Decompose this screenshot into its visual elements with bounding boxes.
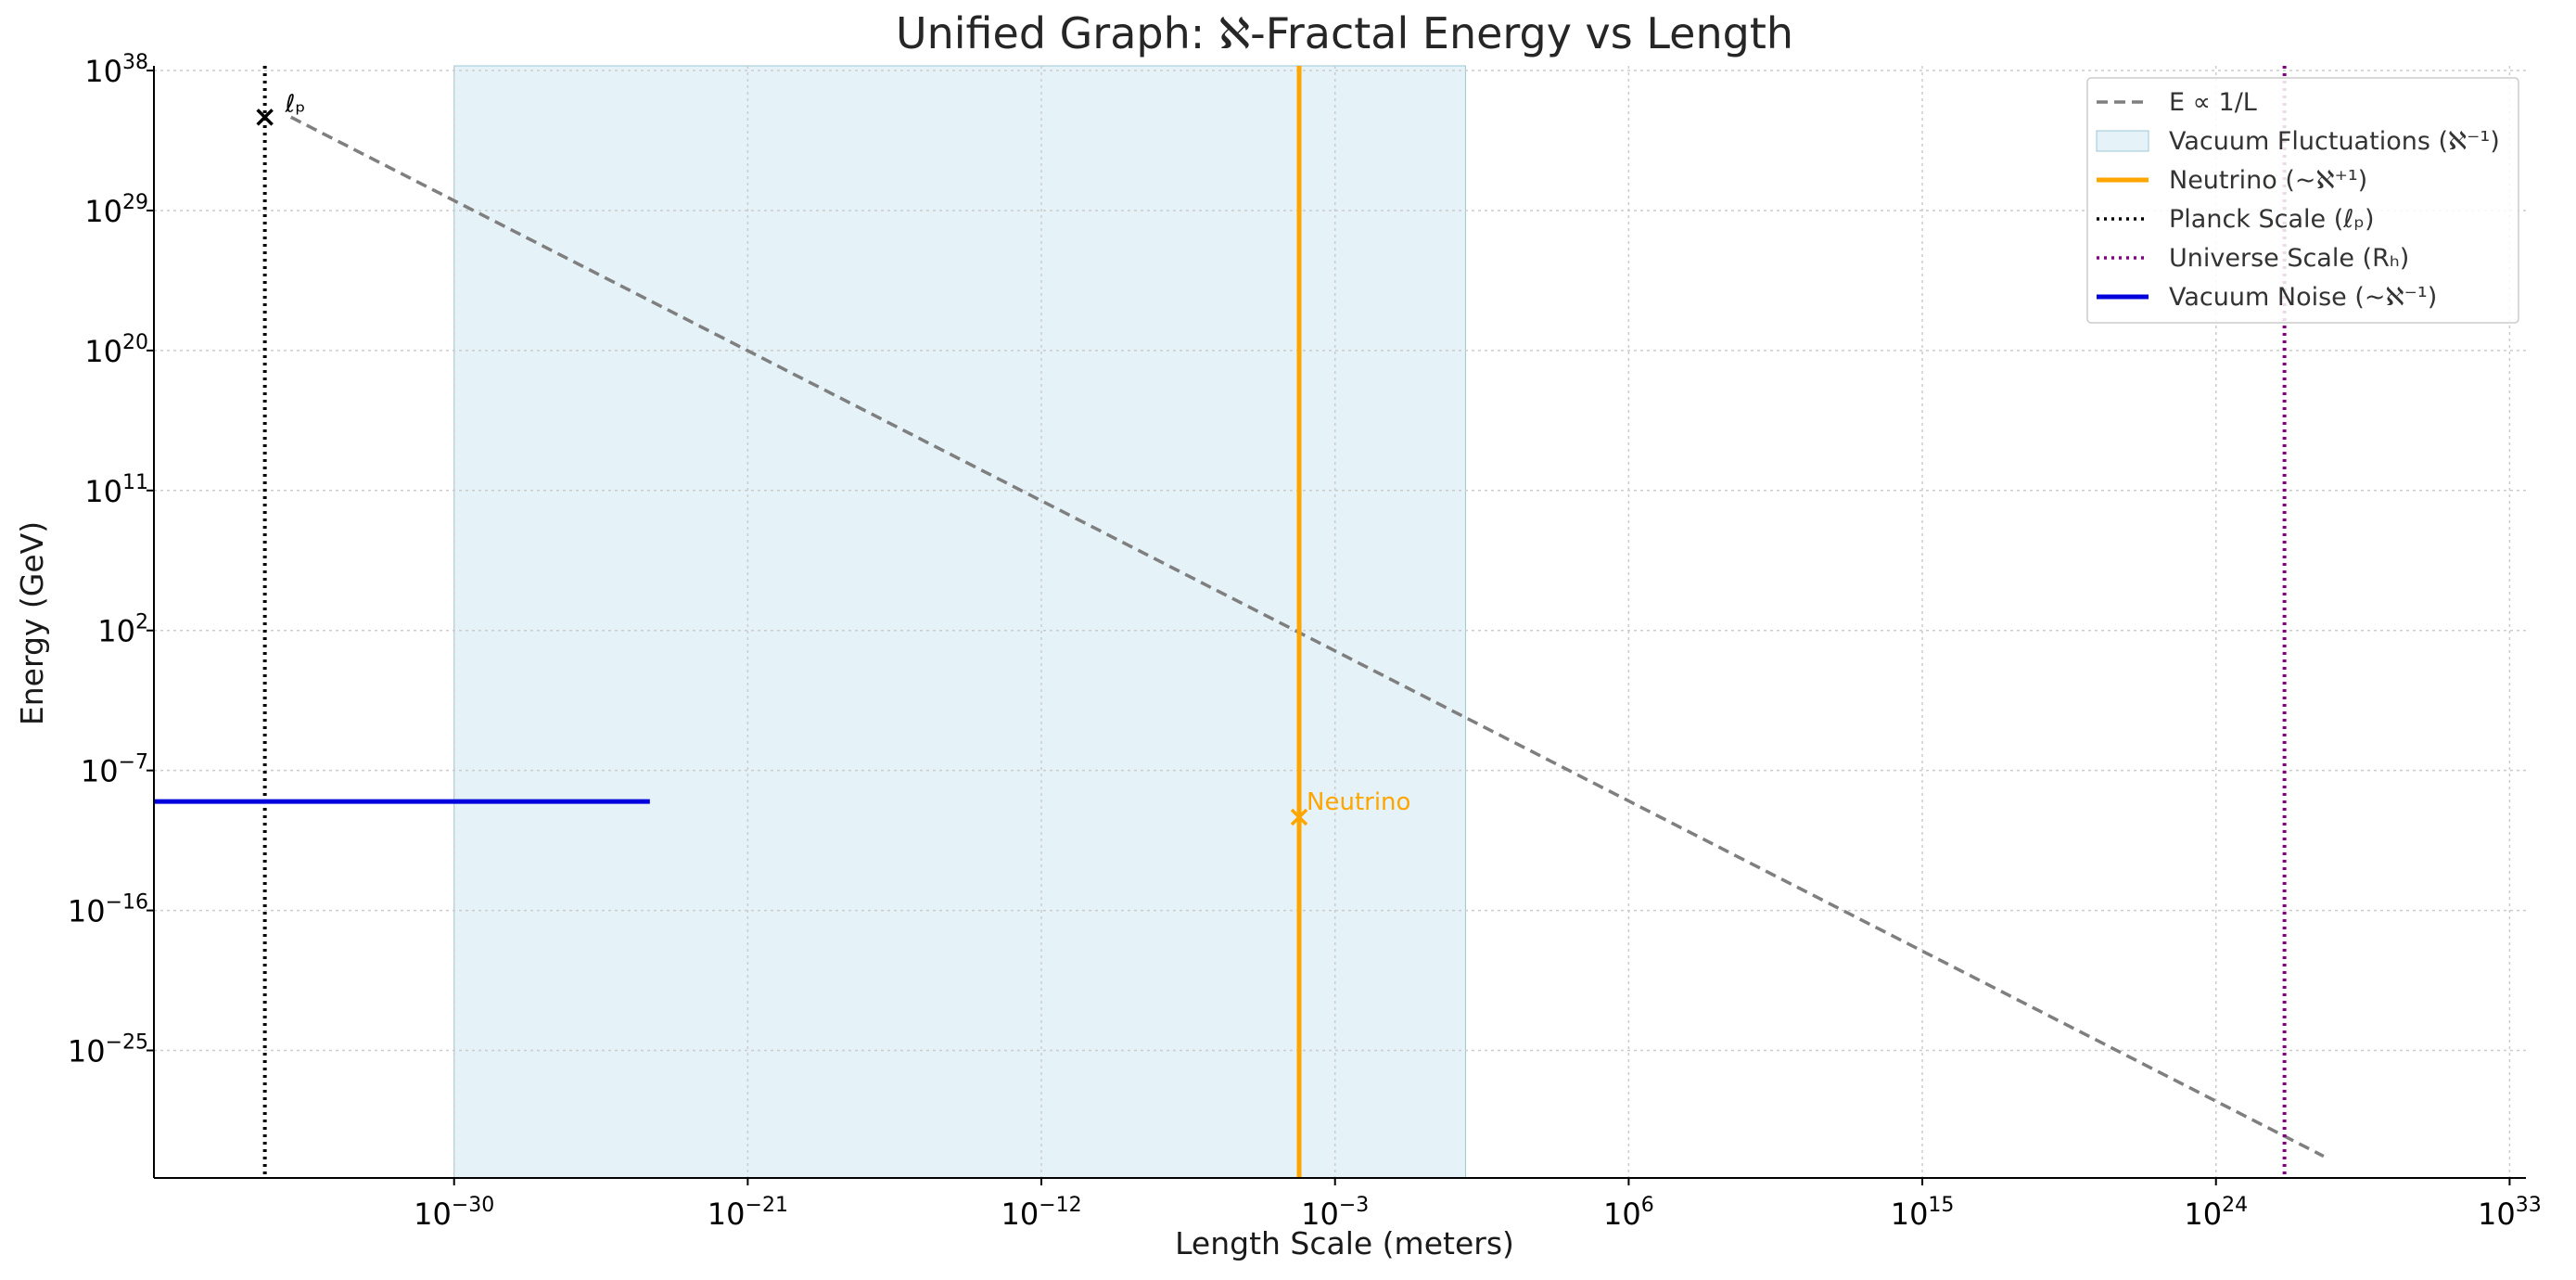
legend-entry: Vacuum Fluctuations (ℵ⁻¹) (2096, 127, 2500, 156)
legend-entry: Neutrino (~ℵ⁺¹) (2097, 166, 2367, 195)
y-tick-label: 1029 (84, 191, 148, 229)
x-tick-label: 10−12 (1001, 1194, 1081, 1232)
x-tick-label: 10−21 (708, 1194, 788, 1232)
legend-entry: Planck Scale (ℓₚ) (2097, 205, 2375, 234)
x-tick-label: 10−3 (1301, 1194, 1369, 1232)
y-tick-label: 10−25 (68, 1030, 148, 1069)
x-tick-label: 106 (1603, 1194, 1654, 1232)
y-tick-label: 1020 (84, 331, 148, 369)
neutrino-marker (1290, 808, 1308, 826)
x-axis-label: Length Scale (meters) (1175, 1225, 1514, 1261)
planck-marker (256, 109, 274, 126)
legend-label: Planck Scale (ℓₚ) (2169, 205, 2375, 234)
legend-entry: E ∝ 1/L (2097, 88, 2257, 117)
planck-marker-label: ℓₚ (285, 90, 306, 118)
legend-label: Vacuum Fluctuations (ℵ⁻¹) (2169, 127, 2500, 156)
legend-swatch (2096, 130, 2149, 152)
x-tick-label: 10−30 (414, 1194, 494, 1232)
vacuum-fluctuations-span (453, 65, 1466, 1179)
x-tick-label: 1024 (2184, 1194, 2248, 1232)
y-tick-label: 10−16 (68, 891, 148, 929)
y-axis-label: Energy (GeV) (14, 521, 50, 725)
legend-box (2086, 77, 2519, 324)
y-tick-label: 10−7 (81, 751, 148, 789)
x-tick-label: 1033 (2478, 1194, 2542, 1232)
x-tick-label: 1015 (1891, 1194, 1955, 1232)
y-tick-label: 1038 (84, 51, 148, 89)
y-tick-label: 1011 (84, 471, 148, 509)
neutrino-marker-label: Neutrino (1307, 788, 1410, 816)
legend: E ∝ 1/L Vacuum Fluctuations (ℵ⁻¹) Neutrino… (2086, 77, 2519, 324)
chart-title: Unified Graph: ℵ-Fractal Energy vs Lengt… (896, 8, 1793, 58)
y-tick-label: 102 (97, 611, 148, 649)
legend-label: Vacuum Noise (~ℵ⁻¹) (2169, 283, 2437, 312)
energy-length-series-line (289, 115, 2325, 1158)
legend-label: Universe Scale (Rₕ) (2169, 244, 2409, 273)
legend-entry: Universe Scale (Rₕ) (2097, 244, 2409, 273)
legend-label: Neutrino (~ℵ⁺¹) (2169, 166, 2367, 195)
legend-label: E ∝ 1/L (2169, 88, 2257, 117)
legend-entry: Vacuum Noise (~ℵ⁻¹) (2097, 283, 2437, 312)
